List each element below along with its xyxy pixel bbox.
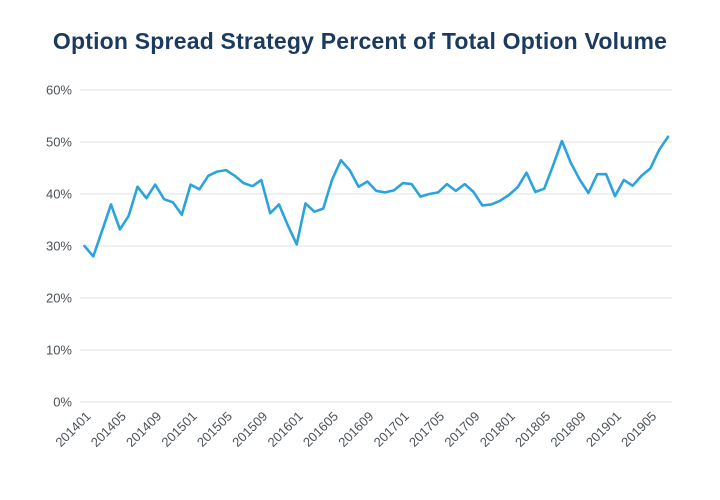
y-axis-tick-label: 40%: [46, 187, 72, 202]
x-axis-tick-label: 201609: [335, 409, 376, 450]
y-axis-tick-label: 20%: [46, 291, 72, 306]
x-axis-tick-label: 201701: [371, 409, 412, 450]
x-axis-tick-label: 201505: [194, 409, 235, 450]
y-axis-tick-label: 10%: [46, 343, 72, 358]
x-axis-tick-label: 201809: [547, 409, 588, 450]
x-axis-tick-label: 201409: [123, 409, 164, 450]
x-axis-tick-label: 201709: [441, 409, 482, 450]
x-axis-tick-label: 201705: [406, 409, 447, 450]
x-axis-tick-label: 201509: [229, 409, 270, 450]
x-axis-tick-label: 201805: [512, 409, 553, 450]
y-axis-tick-label: 30%: [46, 239, 72, 254]
x-axis-tick-label: 201601: [265, 409, 306, 450]
x-axis-tick-label: 201801: [477, 409, 518, 450]
x-axis-tick-label: 201905: [618, 409, 659, 450]
y-axis-tick-label: 50%: [46, 135, 72, 150]
data-line: [83, 135, 670, 258]
chart-title: Option Spread Strategy Percent of Total …: [52, 28, 668, 54]
x-axis-tick-label: 201501: [158, 409, 199, 450]
y-axis-tick-label: 0%: [53, 395, 72, 410]
y-axis-tick-label: 60%: [46, 83, 72, 98]
x-axis-tick-label: 201901: [583, 409, 624, 450]
x-axis-tick-label: 201405: [88, 409, 129, 450]
x-axis-tick-label: 201401: [52, 409, 93, 450]
x-axis-tick-label: 201605: [300, 409, 341, 450]
